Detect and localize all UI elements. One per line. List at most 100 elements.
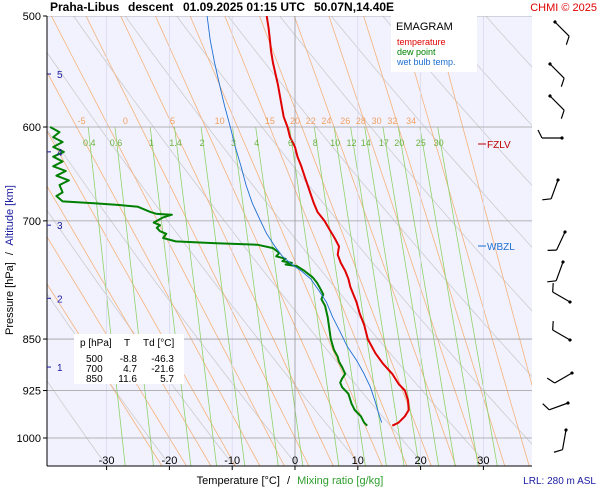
moist-adiabat-line (47, 236, 187, 466)
wind-barb-feather (565, 35, 570, 45)
moist-adiabat-line (432, 16, 532, 387)
dry-adiabat-line (47, 129, 299, 466)
station-coords: 50.07N,14.40E (314, 0, 394, 14)
x-tick-label: -20 (161, 455, 177, 467)
theta-label: 34 (406, 116, 416, 126)
mixing-ratio-line (232, 126, 279, 466)
mixing-ratio-label: 6 (288, 138, 293, 148)
wind-barb-shaft (561, 429, 567, 450)
legend-title: EMAGRAM (396, 21, 453, 33)
alt-tick-label: 5 (57, 70, 63, 81)
mixing-ratio-label: 10 (330, 138, 340, 148)
mixing-ratio-label: 4 (254, 138, 259, 148)
wind-barb-dot (566, 401, 570, 405)
dry-adiabat-line (577, 4, 600, 468)
wind-barb-feather (552, 283, 554, 293)
moist-adiabat-line (47, 130, 236, 466)
dry-adiabat-line (227, 16, 532, 378)
table-cell-td: -21.6 (151, 364, 174, 375)
mixing-ratio-line (419, 126, 479, 466)
y-tick-label: 600 (23, 122, 41, 134)
wind-barb-glyph (542, 401, 570, 411)
wind-barb-glyph (548, 62, 565, 87)
wind-barbs (537, 20, 574, 453)
wind-barb-feather (560, 77, 565, 87)
moist-adiabat-line (397, 16, 530, 466)
dry-adiabat-line (330, 16, 532, 248)
wind-barb-dot (553, 20, 557, 24)
mixing-ratio-line (382, 126, 440, 466)
theta-label: 10 (215, 116, 225, 126)
x-tick-label: -10 (224, 455, 240, 467)
theta-label: -5 (77, 116, 85, 126)
y-axis-label-sep: / (4, 251, 16, 255)
wind-barb-glyph (542, 178, 560, 201)
table-cell-td: -46.3 (151, 354, 174, 365)
table-cell-t: 11.6 (118, 374, 137, 385)
moist-adiabat-line (47, 283, 163, 466)
mixing-ratio-line (289, 126, 340, 466)
mixing-ratio-label: 1 (149, 138, 154, 148)
moist-adiabat-line (47, 185, 212, 466)
theta-label: 0 (123, 116, 128, 126)
table-header-p: p [hPa] (80, 338, 112, 349)
lrl-text: LRL: 280 m ASL (523, 476, 596, 487)
mixing-ratio-line (437, 126, 498, 466)
wind-barb-dot (564, 428, 568, 432)
series-wet-bulb-temp-line (206, 16, 383, 423)
mixing-ratio-label: 2 (200, 138, 205, 148)
x-tick-label: 20 (414, 455, 426, 467)
wind-barb-shaft (550, 179, 559, 199)
legend: EMAGRAM temperature dew point wet bulb t… (391, 16, 477, 72)
wind-barb-dot (568, 300, 572, 304)
table-cell-t: 4.7 (123, 364, 137, 375)
mixing-ratio-label: 20 (394, 138, 404, 148)
wind-barb-shaft (554, 372, 573, 384)
wind-barb-glyph (546, 371, 574, 384)
mixing-ratio-label: 3 (231, 138, 236, 148)
moist-adiabat-line (155, 16, 359, 466)
values-table-box (74, 334, 184, 384)
sounding-datetime: 01.09.2025 01:15 UTC (183, 0, 305, 14)
legend-item-dew-point: dew point (397, 47, 436, 57)
mixing-ratio-line (397, 126, 456, 466)
theta-label: 20 (290, 116, 300, 126)
mixing-ratio-label: 8 (313, 138, 318, 148)
table-cell-p: 500 (86, 354, 103, 365)
theta-label: 32 (387, 116, 397, 126)
mixing-ratio-label: 1.4 (169, 138, 182, 148)
mixing-ratio-label: 12 (347, 138, 357, 148)
legend-item-temperature: temperature (397, 37, 446, 47)
wind-barb-feather (560, 109, 565, 119)
wind-barb-shaft (554, 21, 570, 37)
wind-barb-glyph (548, 94, 565, 119)
wind-barb-feather (537, 129, 543, 139)
x-axis-label-mixing-ratio: Mixing ratio [g/kg] (297, 475, 383, 487)
dry-adiabat-line (124, 16, 490, 466)
dry-adiabat-line (382, 16, 532, 187)
wind-barb-shaft (549, 63, 565, 79)
table-cell-td: 5.7 (160, 374, 174, 385)
svg-text:Pressure [hPa] / A: Pressure [hPa] / Altitude [km] (4, 185, 16, 335)
wind-barb-shaft (549, 402, 569, 411)
wind-barb-feather (547, 249, 557, 251)
series-temperature-line (265, 16, 410, 427)
wind-barb-dot (561, 260, 565, 264)
x-tick-label: 10 (352, 455, 364, 467)
dry-adiabat-line (433, 16, 532, 127)
dry-adiabat-line (176, 16, 532, 445)
wind-barb-shaft (552, 291, 571, 303)
wind-barb-feather (553, 449, 563, 453)
y-tick-label: 850 (23, 334, 41, 346)
x-tick-label: -30 (99, 455, 115, 467)
alt-tick-label: 4 (57, 148, 63, 159)
mixing-ratio-label: 25 (416, 138, 426, 148)
wind-barb-feather (542, 403, 550, 411)
grid (47, 4, 600, 468)
theta-label: 22 (306, 116, 316, 126)
mixing-ratio-line (174, 126, 217, 466)
alt-tick-label: 3 (57, 221, 63, 232)
axes-layer: 0.4 0.6 1 1.4 2 3 4 6 8 10 12 14 17 20 25 30-5 0 5 10 15 20 2… (17, 11, 532, 470)
moist-adiabat-line (189, 16, 383, 466)
